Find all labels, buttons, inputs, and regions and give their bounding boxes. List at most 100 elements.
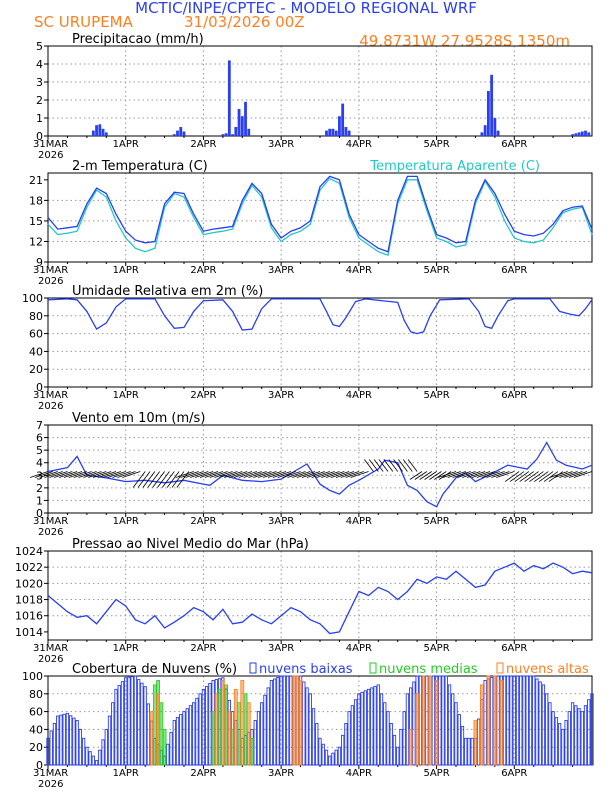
temp-xtick-label: 5APR [423, 265, 449, 276]
clouds-ytick-label: 20 [29, 741, 43, 754]
cloud-bar-mid [162, 729, 167, 766]
wind-barb [311, 471, 330, 478]
cloud-bar-low [441, 675, 445, 766]
precip-xtick-label: 1APR [113, 139, 139, 150]
wind-barb [282, 471, 301, 478]
cloud-bar-low [496, 675, 500, 766]
cloud-bar-low [577, 708, 581, 766]
wind-barb [407, 459, 418, 472]
cloud-bar-low [418, 675, 423, 766]
precip-bar [328, 128, 332, 136]
wind-barb [199, 471, 219, 478]
wind-barb [54, 471, 73, 478]
wind-barb [267, 471, 287, 478]
cloud-bar-low [460, 725, 465, 766]
clouds-year-label: 2026 [38, 779, 63, 790]
cloud-bar-low [311, 708, 316, 766]
wind-barb [190, 471, 209, 478]
cloud-bar-high [415, 693, 420, 766]
precip-bar [244, 101, 247, 136]
pres-xtick-label: 5APR [423, 643, 449, 654]
cloud-legend-swatch [369, 662, 377, 674]
cloud-bar-low [545, 693, 549, 766]
cloud-bar-high [473, 720, 478, 766]
wind-barb [117, 471, 136, 478]
precip-xtick-label: 5APR [423, 139, 449, 150]
cloud-bar-low [522, 675, 526, 766]
rh-year-label: 2026 [38, 401, 63, 412]
cloud-bar-low [124, 677, 128, 766]
wind-barb [78, 471, 97, 478]
cloud-bar-low [376, 684, 380, 766]
wind-barb [414, 471, 428, 480]
precip-bar [172, 134, 176, 136]
wind-frame [47, 424, 593, 514]
cloud-bar-low [52, 723, 57, 766]
precip-bar [577, 132, 581, 136]
cloud-bar-low [334, 749, 338, 766]
wind-barb [44, 471, 63, 478]
cloud-bar-low [373, 685, 377, 766]
temp-xtick-label: 3APR [268, 265, 294, 276]
wind-barb [424, 471, 437, 480]
temp-ytick-label: 18 [29, 194, 43, 207]
pres-xtick-label: 1APR [113, 643, 139, 654]
cloud-bar-low [392, 734, 397, 766]
wind-barb [238, 471, 257, 478]
wind-barb [93, 471, 112, 478]
cloud-bar-high [240, 680, 245, 766]
cloud-bar-low [137, 679, 141, 766]
wind-barb [29, 471, 49, 478]
cloud-bar-low [337, 746, 342, 766]
precip-bar [224, 133, 228, 136]
cloud-bar-low [509, 675, 513, 766]
rh-ytick-label: 20 [29, 363, 43, 376]
cloud-bar-mid [230, 729, 235, 766]
wind-barb [49, 471, 68, 478]
cloud-bar-low [350, 705, 355, 766]
cloud-bar-low [302, 681, 306, 766]
wind-barb [166, 471, 180, 488]
cloud-bar-low [548, 702, 552, 766]
clouds-xtick-label: 31MAR [33, 768, 68, 779]
cloud-legend-label: nuvens altas [506, 662, 589, 677]
wind-barb [549, 471, 568, 478]
cloud-bar-low [528, 675, 533, 766]
cloud-bar-high [408, 729, 413, 766]
cloud-bar-low [353, 699, 358, 766]
wind-barb [258, 471, 277, 478]
precip-bar [231, 134, 234, 136]
cloud-bar-low [279, 675, 283, 766]
cloud-bar-low [120, 681, 125, 766]
wind-barb [368, 459, 379, 472]
cloud-bar-low [308, 693, 312, 766]
wind-barb [326, 471, 345, 478]
rh-xtick-label: 5APR [423, 390, 449, 401]
cloud-bar-low [467, 737, 471, 766]
rh-ytick-label: 100 [22, 292, 43, 305]
wind-barb [229, 471, 248, 478]
pres-ytick-label: 1018 [15, 594, 43, 607]
cloud-bar-low [525, 675, 529, 766]
cloud-bar-low [285, 675, 290, 766]
wind-barb [402, 459, 413, 472]
cloud-bar-low [75, 720, 79, 766]
rh-ytick-label: 80 [29, 310, 43, 323]
cloud-bar-low [198, 693, 202, 766]
clouds-ytick-label: 100 [22, 670, 43, 683]
temp-ytick-label: 9 [36, 256, 43, 269]
rh-title: Umidade Relativa em 2m (%) [72, 284, 263, 299]
cloud-bar-low [506, 675, 510, 766]
precip-bar [584, 130, 587, 136]
precip-ytick-label: 0 [36, 130, 43, 143]
wind-barb [97, 471, 117, 478]
precip-bar [234, 127, 238, 136]
cloud-bar-low [538, 681, 542, 766]
cloud-bar-high [220, 680, 225, 766]
cloud-bar-mid [237, 702, 241, 766]
wind-barb [185, 471, 204, 478]
wind-barb [543, 471, 559, 482]
rh-xtick-label: 4APR [346, 390, 372, 401]
cloud-bar-low [205, 685, 209, 766]
cloud-bar-low [425, 675, 429, 766]
